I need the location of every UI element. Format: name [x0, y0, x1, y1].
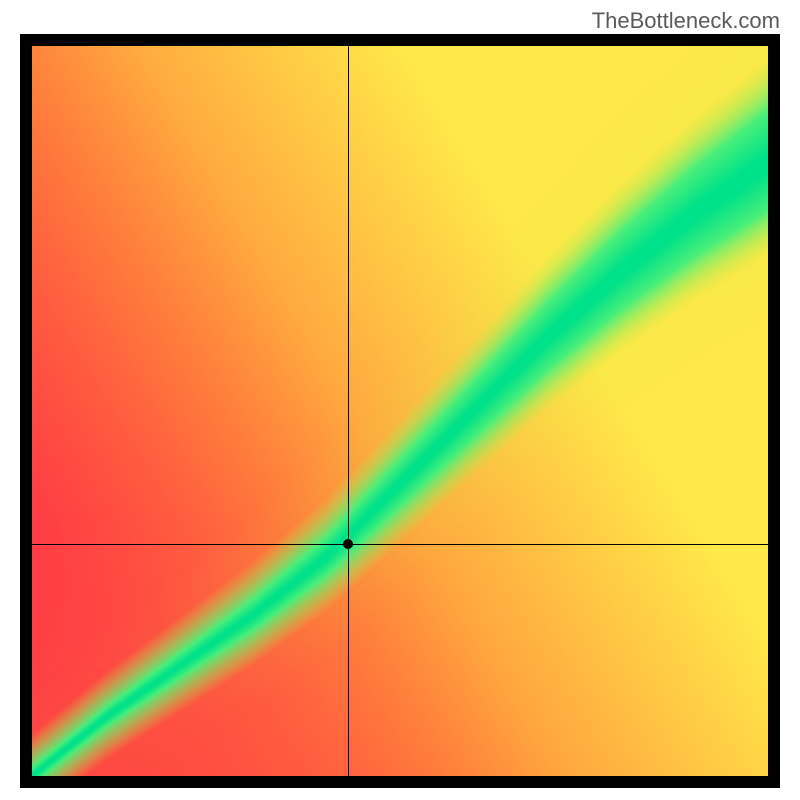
- watermark-text: TheBottleneck.com: [592, 8, 780, 34]
- crosshair-horizontal: [32, 544, 768, 545]
- crosshair-vertical: [348, 46, 349, 776]
- heatmap-canvas: [32, 46, 768, 776]
- marker-dot: [343, 539, 353, 549]
- chart-area: [32, 46, 768, 776]
- chart-frame: [20, 34, 780, 788]
